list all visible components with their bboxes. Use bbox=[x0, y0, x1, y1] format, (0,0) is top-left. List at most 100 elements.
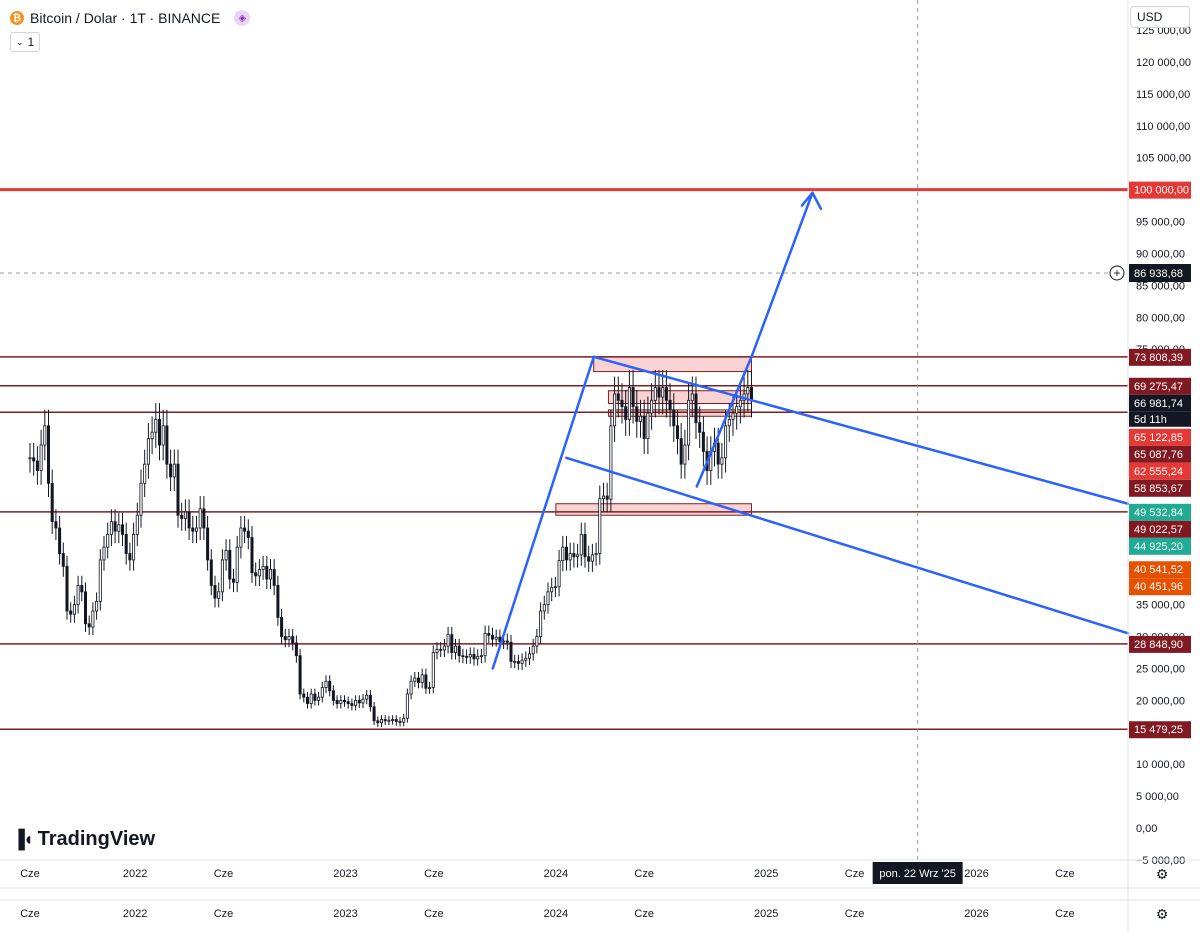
tradingview-logo[interactable]: ▐◖ TradingView bbox=[12, 828, 155, 851]
lower-x-tick-label: 2023 bbox=[333, 908, 357, 920]
candle-body bbox=[424, 674, 428, 689]
candle-body bbox=[109, 521, 113, 535]
candle-body bbox=[450, 634, 454, 653]
trend-line bbox=[800, 191, 814, 207]
candle-body bbox=[302, 693, 306, 698]
candle-body bbox=[324, 680, 328, 689]
candle-body bbox=[609, 425, 613, 500]
crosshair-time-tag bbox=[872, 862, 963, 884]
candle-body bbox=[420, 674, 424, 683]
lower-x-tick-label: Cze bbox=[20, 908, 40, 920]
price-tag-label: 40 451,96 bbox=[1134, 581, 1183, 593]
candle-body bbox=[476, 655, 480, 660]
candle-body bbox=[642, 415, 646, 440]
candle-body bbox=[235, 546, 239, 583]
candle-body bbox=[535, 636, 539, 647]
candle-body bbox=[513, 661, 517, 663]
price-tag bbox=[1129, 428, 1191, 446]
candle-body bbox=[54, 521, 58, 529]
candle-body bbox=[579, 533, 583, 556]
candle-body bbox=[339, 699, 343, 704]
tradingview-logo-text: TradingView bbox=[37, 828, 156, 850]
candle-body bbox=[675, 425, 679, 440]
candle-body bbox=[317, 696, 321, 701]
candle-body bbox=[291, 636, 295, 644]
candle-body bbox=[701, 431, 705, 452]
candle-body bbox=[613, 393, 617, 427]
price-zone bbox=[555, 503, 752, 516]
candle-body bbox=[516, 661, 520, 664]
candle-body bbox=[720, 457, 724, 465]
candle-body bbox=[624, 406, 628, 420]
currency-select[interactable]: USD bbox=[1130, 6, 1190, 28]
candle-body bbox=[724, 425, 728, 459]
candle-body bbox=[220, 559, 224, 593]
candle-body bbox=[283, 636, 287, 641]
candle-body bbox=[239, 527, 243, 548]
candle-body bbox=[383, 719, 387, 722]
candle-body bbox=[428, 687, 432, 690]
x-tick-label: 2023 bbox=[333, 868, 357, 880]
tradingview-mark-icon: ▐◖ bbox=[12, 829, 34, 849]
candle-body bbox=[542, 604, 546, 612]
candle-body bbox=[217, 591, 221, 599]
y-tick-label: 105 000,00 bbox=[1136, 153, 1191, 165]
candle-body bbox=[91, 610, 95, 628]
indicator-badge-icon[interactable]: ◈ bbox=[234, 10, 251, 26]
candle-body bbox=[72, 604, 76, 615]
lower-x-tick-label: 2024 bbox=[544, 908, 568, 920]
candle-body bbox=[254, 572, 258, 577]
candle-body bbox=[646, 412, 650, 440]
y-tick-label: 95 000,00 bbox=[1136, 217, 1185, 229]
candle-body bbox=[135, 514, 139, 535]
candle-body bbox=[287, 636, 291, 641]
candle-body bbox=[50, 482, 54, 523]
candle-body bbox=[209, 559, 213, 586]
y-tick-label: 5 000,00 bbox=[1136, 791, 1179, 803]
candle-body bbox=[328, 680, 332, 692]
y-tick-label: 80 000,00 bbox=[1136, 312, 1185, 324]
candle-body bbox=[320, 687, 324, 698]
trend-line bbox=[491, 355, 595, 670]
price-tag bbox=[1129, 348, 1191, 366]
candle-body bbox=[594, 553, 598, 556]
candle-body bbox=[431, 652, 435, 689]
candle-body bbox=[479, 655, 483, 658]
candle-body bbox=[398, 721, 402, 723]
candle-body bbox=[405, 693, 409, 719]
candle-body bbox=[490, 634, 494, 640]
interval-chip[interactable]: ⌄ 1 bbox=[10, 32, 41, 52]
candle-body bbox=[509, 641, 513, 662]
candle-body bbox=[557, 560, 561, 588]
time-axis[interactable]: Cze 2022 Cze 2023 Cze 2024 Cze 2025 Cze 2026 Cze Cz… bbox=[0, 859, 1200, 920]
candle-body bbox=[564, 546, 568, 561]
candle-body bbox=[157, 419, 162, 446]
candle-body bbox=[128, 553, 132, 561]
candle-body bbox=[749, 387, 753, 401]
candle-body bbox=[150, 431, 154, 440]
time-axis-settings-icon[interactable]: ⚙ bbox=[1155, 865, 1169, 882]
candle-body bbox=[394, 719, 398, 722]
price-tag bbox=[1129, 721, 1191, 739]
price-tag-label: 65 122,85 bbox=[1134, 432, 1183, 444]
trend-line bbox=[750, 191, 814, 359]
symbol-header[interactable]: ₿ Bitcoin / Dolar · 1T · BINANCE ◈ bbox=[10, 8, 251, 28]
candle-body bbox=[35, 460, 39, 471]
candle-body bbox=[294, 642, 298, 657]
candle-body bbox=[43, 425, 47, 446]
candle-body bbox=[657, 387, 661, 398]
candle-body bbox=[653, 387, 657, 401]
symbol-title[interactable]: Bitcoin / Dolar · 1T · BINANCE bbox=[30, 10, 221, 26]
candle-body bbox=[95, 601, 99, 612]
candle-body bbox=[679, 438, 683, 465]
candle-body bbox=[576, 554, 580, 558]
price-axis[interactable]: 125 000,00 120 000,00 115 000,00 110 000,00… bbox=[1127, 0, 1191, 932]
candle-body bbox=[202, 508, 206, 529]
candle-body bbox=[465, 655, 469, 658]
candle-body bbox=[598, 498, 602, 554]
candle-body bbox=[587, 556, 591, 562]
lower-x-tick-label: 2025 bbox=[754, 908, 778, 920]
lower-axis-settings-icon[interactable]: ⚙ bbox=[1155, 905, 1169, 922]
candle-body bbox=[690, 393, 694, 401]
